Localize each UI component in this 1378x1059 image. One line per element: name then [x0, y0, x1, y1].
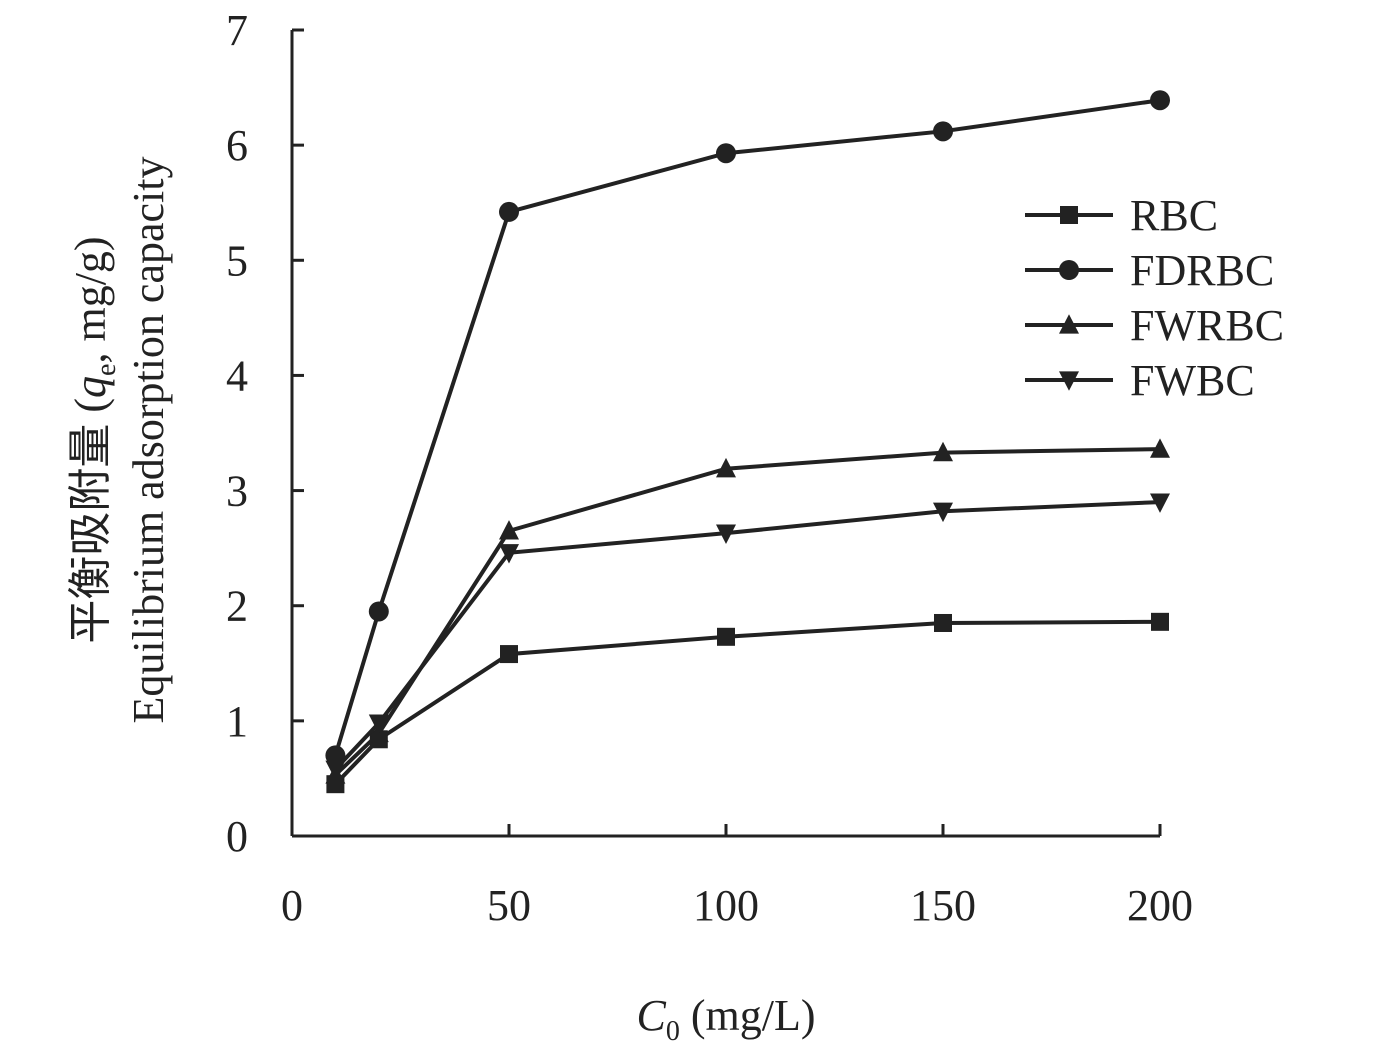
data-point-fwrbc-4 [933, 441, 953, 462]
y-axis-title-var: q [66, 376, 115, 398]
x-tick-label-1: 50 [487, 881, 531, 930]
legend-marker-fwbc [1059, 371, 1079, 391]
series-group [325, 90, 1170, 794]
series-line-fwbc [333, 500, 1161, 771]
data-point-rbc-4 [934, 613, 952, 632]
data-point-rbc-5 [1151, 612, 1169, 631]
y-axis-title-unit: , mg/g) [66, 236, 115, 363]
data-point-fdrbc-5 [1150, 90, 1170, 111]
data-point-fdrbc-3 [716, 143, 736, 164]
y-tick-label-0: 0 [226, 812, 248, 861]
data-point-fwbc-4 [933, 502, 953, 523]
x-tick-label-0: 0 [281, 881, 303, 930]
data-point-fdrbc-4 [933, 121, 953, 142]
legend-label-fdrbc: FDRBC [1130, 246, 1274, 295]
y-axis-title-line2: Equilibrium adsorption capacity [124, 157, 173, 724]
legend-marker-rbc [1060, 206, 1078, 224]
series-line-fwrbc [334, 447, 1161, 777]
legend-marker-fdrbc [1059, 260, 1079, 280]
data-point-fwrbc-3 [716, 457, 736, 478]
data-point-fwbc-5 [1150, 493, 1170, 513]
y-tick-label-3: 3 [226, 467, 248, 516]
y-axis-title-sub: e [91, 364, 122, 376]
data-point-fdrbc-2 [499, 201, 519, 222]
x-tick-label-2: 100 [693, 881, 759, 930]
y-tick-label-1: 1 [226, 697, 248, 746]
data-point-fwbc-1 [368, 714, 389, 734]
data-point-fwrbc-2 [499, 520, 519, 540]
series-line-fdrbc [333, 98, 1161, 756]
y-tick-label-4: 4 [226, 351, 248, 400]
series-line-rbc [333, 619, 1161, 786]
data-point-fwrbc-5 [1150, 438, 1170, 458]
y-tick-label-6: 6 [226, 121, 248, 170]
data-point-rbc-2 [500, 645, 518, 664]
x-tick-label-4: 200 [1127, 881, 1193, 930]
legend-marker-fwrbc [1059, 314, 1079, 334]
data-point-fdrbc-0 [325, 745, 346, 766]
data-point-fwbc-3 [716, 524, 736, 544]
ticks: 0 1 2 3 4 5 6 7 0 50 100 150 200 [226, 6, 1193, 930]
y-axis-title-line1: 平衡吸附量 (qe, mg/g) [66, 236, 122, 643]
y-axis-title: 平衡吸附量 (qe, mg/g) Equilibrium adsorption … [66, 157, 173, 724]
legend-label-fwbc: FWBC [1130, 356, 1255, 405]
y-tick-label-7: 7 [226, 6, 248, 55]
x-tick-label-3: 150 [910, 881, 976, 930]
y-tick-label-5: 5 [226, 236, 248, 285]
data-point-fwbc-2 [499, 544, 519, 564]
legend: RBC FDRBC FWRBC FWBC [1025, 191, 1284, 405]
data-point-fwbc-0 [325, 760, 346, 781]
x-axis-unit: (mg/L) [680, 991, 816, 1040]
x-axis-title: C0 (mg/L) [637, 991, 816, 1047]
y-tick-label-2: 2 [226, 582, 248, 631]
data-point-rbc-3 [717, 627, 735, 646]
x-axis-sub: 0 [666, 1016, 680, 1047]
y-axis-title-cn: 平衡吸附量 ( [66, 398, 115, 644]
legend-label-fwrbc: FWRBC [1130, 301, 1284, 350]
x-axis-var: C [637, 991, 667, 1040]
data-point-fdrbc-1 [368, 601, 389, 622]
legend-label-rbc: RBC [1130, 191, 1218, 240]
